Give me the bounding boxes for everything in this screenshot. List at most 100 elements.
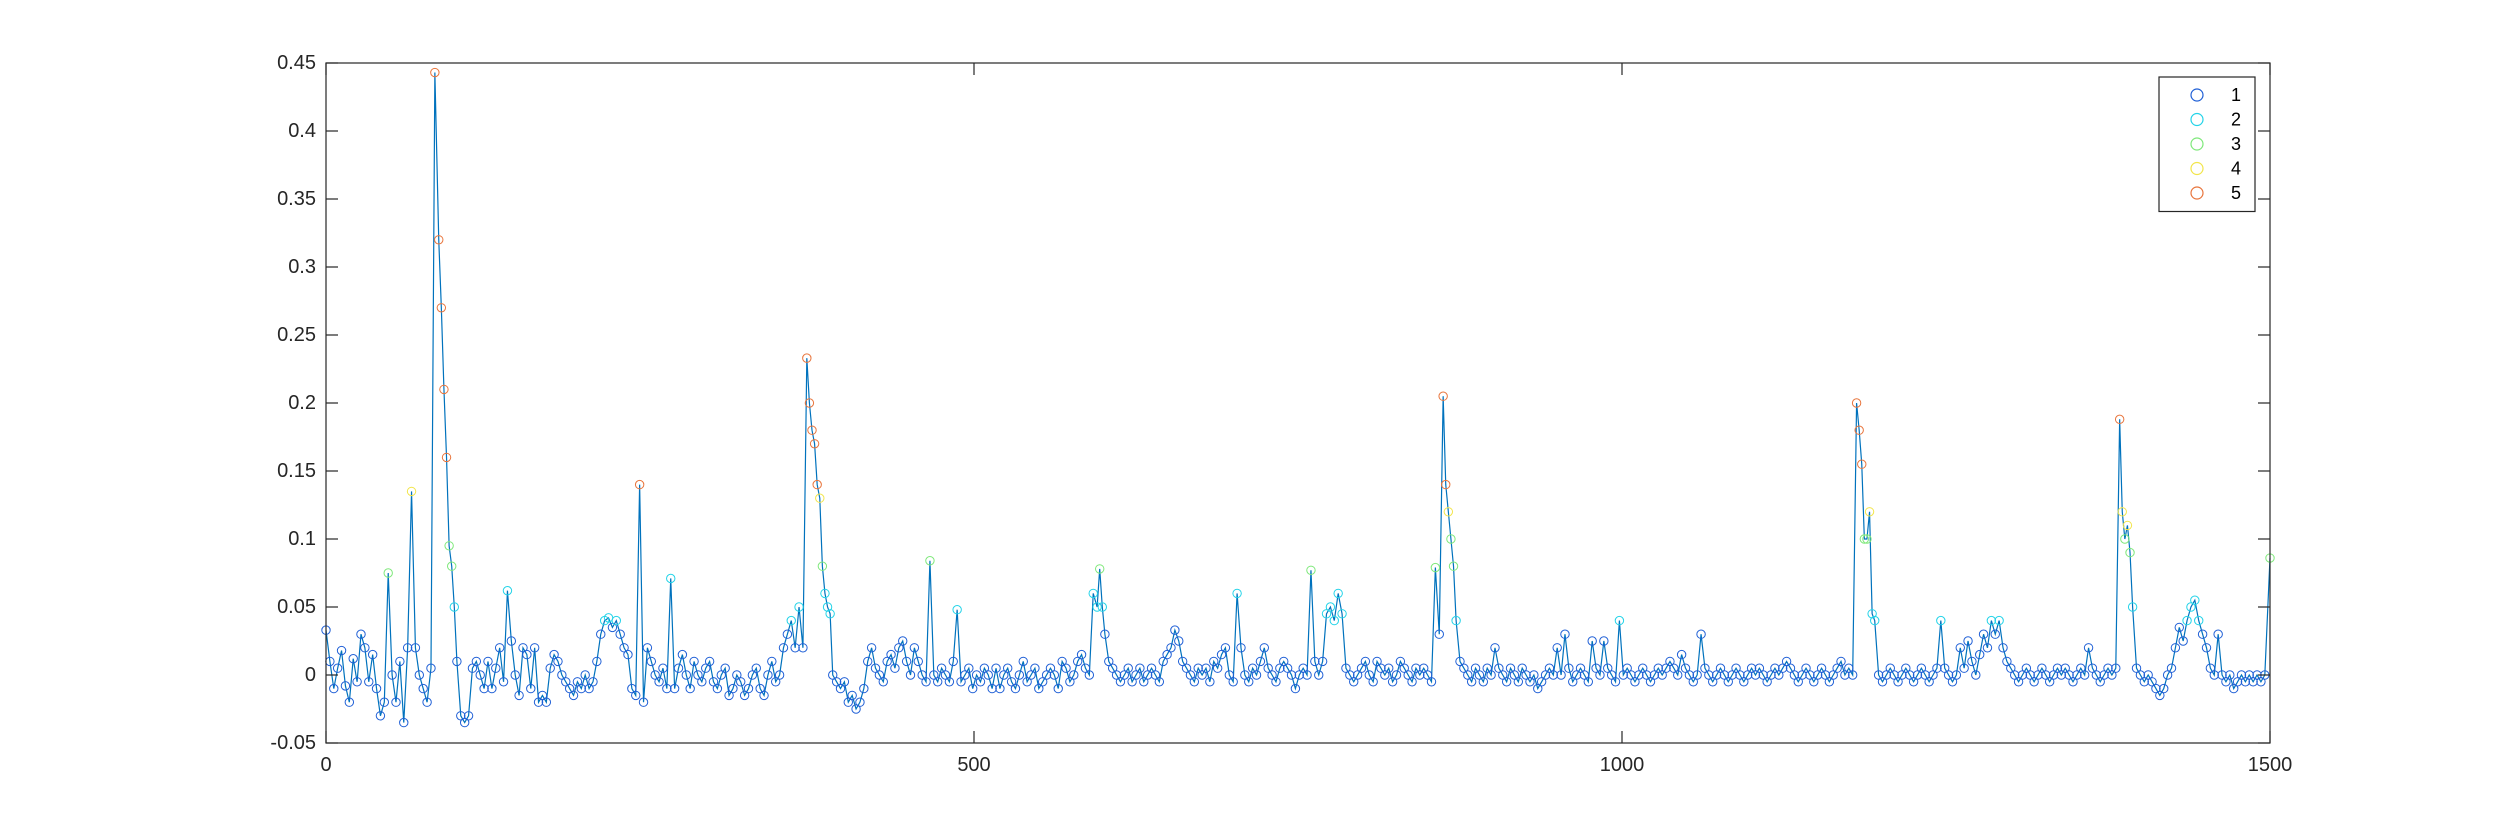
- data-point: [475, 670, 485, 680]
- data-point: [815, 493, 825, 503]
- data-point: [1529, 670, 1539, 680]
- data-point: [2170, 643, 2181, 653]
- x-tick-label: 1000: [1600, 754, 1645, 776]
- data-point: [2209, 670, 2219, 680]
- data-point: [1244, 677, 1254, 687]
- data-point: [1407, 677, 1417, 687]
- data-point: [1088, 588, 1098, 599]
- data-point: [1314, 670, 1324, 680]
- data-point: [1986, 615, 1997, 626]
- data-point: [399, 717, 409, 728]
- data-point: [642, 643, 653, 653]
- data-point: [340, 681, 351, 691]
- data-point: [1255, 656, 1266, 667]
- data-point: [689, 656, 699, 667]
- data-point: [1990, 629, 2000, 639]
- data-point: [463, 711, 474, 721]
- data-point: [1391, 670, 1402, 680]
- data-point: [638, 697, 649, 707]
- data-point: [1018, 656, 1028, 667]
- data-point: [391, 697, 401, 707]
- data-point: [439, 384, 449, 395]
- data-point: [1847, 670, 1858, 680]
- data-point: [1441, 479, 1451, 490]
- data-point: [1548, 670, 1559, 680]
- legend-marker: [2190, 112, 2204, 127]
- data-point: [2166, 663, 2177, 673]
- data-point: [553, 656, 563, 667]
- data-point: [1220, 643, 1231, 653]
- data-point: [905, 670, 916, 680]
- data-point: [987, 683, 997, 694]
- data-point: [859, 683, 869, 694]
- data-point: [2120, 534, 2130, 544]
- data-point: [863, 656, 873, 667]
- data-point: [387, 670, 397, 680]
- data-point: [1368, 677, 1378, 687]
- data-point: [2197, 629, 2208, 639]
- data-point: [623, 649, 633, 660]
- data-point: [2213, 629, 2223, 639]
- data-point: [1236, 643, 1246, 653]
- data-point: [502, 585, 513, 596]
- data-point: [666, 573, 676, 584]
- data-point: [1232, 588, 1242, 599]
- data-point: [952, 605, 962, 615]
- data-point: [1501, 677, 1512, 687]
- data-point: [1205, 677, 1215, 687]
- data-point: [494, 643, 505, 653]
- data-point: [1426, 677, 1437, 687]
- data-point: [580, 670, 590, 680]
- data-point: [1466, 677, 1477, 687]
- data-point: [855, 697, 865, 707]
- data-point: [751, 663, 761, 673]
- data-point: [383, 568, 393, 578]
- data-point: [1513, 677, 1524, 687]
- data-point: [1692, 670, 1702, 680]
- data-point: [2079, 670, 2090, 680]
- data-point: [1166, 643, 1176, 653]
- data-point: [913, 656, 923, 667]
- y-tick-label: 0.45: [277, 52, 316, 74]
- data-point: [356, 629, 366, 639]
- data-point: [1673, 670, 1683, 680]
- data-point: [1610, 677, 1621, 687]
- data-point: [1228, 677, 1238, 687]
- data-point: [925, 556, 935, 566]
- data-point: [790, 643, 800, 653]
- y-tick-label: 0.4: [288, 120, 316, 142]
- data-point: [2178, 636, 2188, 646]
- data-point: [615, 629, 625, 639]
- data-point: [402, 643, 413, 653]
- data-point: [1552, 643, 1562, 653]
- data-point: [767, 656, 777, 667]
- data-point: [436, 303, 447, 313]
- data-point: [1337, 609, 1347, 619]
- data-point: [964, 663, 974, 673]
- y-tick-label: 0: [305, 664, 316, 686]
- data-point: [1201, 663, 1211, 673]
- y-tick-label: 0.25: [277, 324, 316, 346]
- data-point: [2190, 595, 2200, 605]
- data-point: [1490, 643, 1500, 653]
- data-point: [677, 649, 688, 660]
- data-point: [487, 683, 497, 694]
- data-point: [1857, 459, 1867, 469]
- data-point: [786, 615, 796, 626]
- data-point: [1971, 670, 1981, 680]
- data-point: [1333, 588, 1343, 599]
- legend-label: 4: [2231, 159, 2241, 179]
- data-point: [414, 670, 425, 680]
- data-point: [817, 561, 828, 571]
- y-tick-label: 0.2: [288, 392, 316, 414]
- data-point: [1963, 636, 1973, 646]
- data-point: [634, 479, 645, 490]
- data-point: [1097, 602, 1108, 612]
- data-point: [778, 643, 789, 653]
- data-point: [506, 636, 517, 646]
- data-point: [364, 677, 374, 687]
- data-point: [1599, 636, 1609, 646]
- data-point: [514, 690, 524, 701]
- data-point: [1049, 670, 1060, 680]
